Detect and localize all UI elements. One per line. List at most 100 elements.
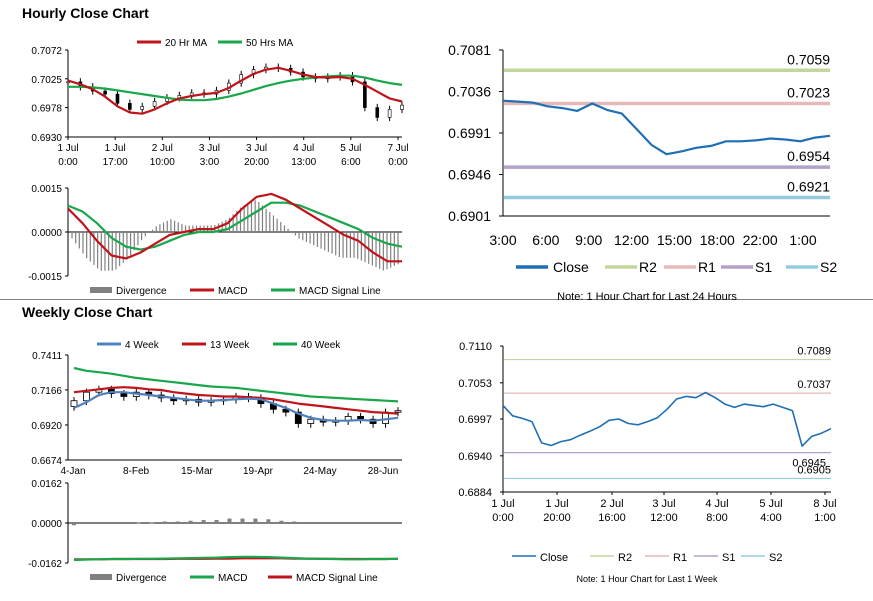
weekly-macd-y-tick: 0.0162 xyxy=(31,479,62,490)
close1w-x-tick-time: 16:00 xyxy=(598,512,626,524)
close24-y-tick: 0.6946 xyxy=(448,167,491,183)
close24-legend-s2-label: S2 xyxy=(820,259,837,275)
close24-x-tick: 18:00 xyxy=(700,232,735,248)
hourly-ma-x-tick-time: 13:00 xyxy=(291,157,316,168)
weekly-divergence-bar xyxy=(253,518,258,523)
legend-weekly-macd-label: MACD xyxy=(218,573,247,584)
weekly-ma-y-tick: 0.7166 xyxy=(31,386,62,397)
hourly-macd-y-tick: 0.0000 xyxy=(31,228,62,239)
weekly-divergence-bar xyxy=(136,522,141,524)
weekly-ma-x-tick: 4-Jan xyxy=(60,466,85,477)
weekly-ma-y-tick: 0.7411 xyxy=(32,351,62,362)
close1w-x-tick-time: 12:00 xyxy=(650,512,678,524)
close24-level-label-s2: 0.6921 xyxy=(787,179,830,195)
hourly-chart-title: Hourly Close Chart xyxy=(22,5,149,21)
weekly-divergence-bar xyxy=(123,523,128,524)
weekly-chart-title: Weekly Close Chart xyxy=(22,304,153,320)
weekly-divergence-bar xyxy=(227,518,232,523)
legend-40week-label: 40 Week xyxy=(301,340,341,351)
hourly-macd-y-tick: -0.0015 xyxy=(28,272,62,283)
close24-x-tick: 15:00 xyxy=(657,232,692,248)
close1w-x-tick-time: 1:00 xyxy=(814,512,835,524)
close1w-x-tick-time: 8:00 xyxy=(706,512,727,524)
hourly-ma-y-tick: 0.6930 xyxy=(31,133,62,144)
weekly-divergence-bar xyxy=(175,521,180,523)
close1w-level-label-r1: 0.7037 xyxy=(797,379,831,391)
close1w-y-tick: 0.6997 xyxy=(458,414,492,426)
close1w-x-tick-time: 4:00 xyxy=(760,512,781,524)
weekly-ma-x-tick: 8-Feb xyxy=(123,466,150,477)
close24-x-tick: 3:00 xyxy=(489,232,516,248)
weekly-ma-y-tick: 0.6674 xyxy=(31,456,62,467)
legend-weekly-macd-signal-label: MACD Signal Line xyxy=(296,573,378,584)
hourly-ma-x-tick-time: 10:00 xyxy=(150,157,175,168)
close24-y-tick: 0.7036 xyxy=(448,84,491,100)
close24-x-tick: 6:00 xyxy=(532,232,559,248)
weekly-macd-y-tick: 0.0000 xyxy=(31,519,62,530)
close1w-x-tick-date: 4 Jul xyxy=(705,498,728,510)
close24-close-line xyxy=(502,99,831,156)
hourly-macd-y-tick: 0.0015 xyxy=(31,184,62,195)
weekly-divergence-bar xyxy=(370,523,375,524)
weekly-ma-x-tick: 28-Jun xyxy=(368,466,399,477)
weekly-13wk-ma-line xyxy=(73,386,399,415)
close24-legend-r2-label: R2 xyxy=(639,259,657,275)
weekly-divergence-bar xyxy=(188,520,193,523)
close1w-level-label-s1: 0.6945 xyxy=(792,458,826,470)
weekly-candle-body xyxy=(294,411,302,424)
hourly-candle-body xyxy=(363,81,367,108)
hourly-ma-x-tick-date: 2 Jul xyxy=(152,143,173,154)
weekly-divergence-bar xyxy=(305,523,310,524)
hourly-20hr-ma-line xyxy=(67,66,403,115)
close1w-level-label-r2: 0.7089 xyxy=(797,346,831,358)
weekly-candle-body xyxy=(357,416,365,420)
close24-note: Note: 1 Hour Chart for Last 24 Hours xyxy=(557,291,737,303)
close1w-level-label-s2: 0.6905 xyxy=(797,464,831,476)
close24-y-tick: 0.7081 xyxy=(448,42,491,58)
weekly-divergence-bar xyxy=(357,523,362,524)
weekly-candle-body xyxy=(307,418,315,424)
hourly-ma-x-tick-time: 20:00 xyxy=(244,157,269,168)
close24-legend-close-label: Close xyxy=(553,259,589,275)
hourly-candle-body xyxy=(66,81,70,84)
weekly-divergence-bar xyxy=(201,520,206,523)
close1w-x-tick-date: 5 Jul xyxy=(759,498,782,510)
hourly-ma-x-tick-date: 4 Jul xyxy=(293,143,314,154)
weekly-divergence-bar xyxy=(279,520,284,523)
hourly-candle-body xyxy=(103,90,107,95)
hourly-ma-y-tick: 0.7072 xyxy=(31,46,62,57)
hourly-macd-line xyxy=(67,192,402,263)
weekly-divergence-bar xyxy=(383,523,388,524)
weekly-40wk-ma-line xyxy=(73,366,399,403)
close1w-legend-s2-label: S2 xyxy=(769,552,782,564)
hourly-ma-x-tick-time: 17:00 xyxy=(103,157,128,168)
weekly-divergence-bar xyxy=(396,523,400,524)
close24-legend-s1-label: S1 xyxy=(755,259,772,275)
weekly-candle-body xyxy=(70,400,78,407)
weekly-candle-body xyxy=(394,410,402,413)
weekly-divergence-bar xyxy=(266,519,271,523)
hourly-ma-y-tick: 0.7025 xyxy=(31,75,62,86)
weekly-divergence-bar xyxy=(344,523,349,524)
close24-x-tick: 9:00 xyxy=(575,232,602,248)
close1w-y-tick: 0.7053 xyxy=(458,378,492,390)
hourly-ma-x-tick-time: 0:00 xyxy=(58,157,78,168)
legend-13week-label: 13 Week xyxy=(210,340,250,351)
close1w-x-tick-date: 1 Jul xyxy=(491,498,514,510)
close24-x-tick: 12:00 xyxy=(614,232,649,248)
hourly-ma-x-tick-date: 1 Jul xyxy=(57,143,78,154)
legend-hourly-macd-signal-label: MACD Signal Line xyxy=(299,286,381,297)
close1w-legend-s1-label: S1 xyxy=(722,552,735,564)
weekly-divergence-bar xyxy=(149,522,154,524)
close1w-note: Note: 1 Hour Chart for Last 1 Week xyxy=(577,574,718,584)
hourly-ma-x-tick-time: 3:00 xyxy=(200,157,220,168)
close24-level-label-r1: 0.7023 xyxy=(787,84,830,100)
hourly-candle-body xyxy=(400,104,404,110)
legend-weekly-divergence-label: Divergence xyxy=(116,573,167,584)
weekly-divergence-bar xyxy=(331,523,336,524)
weekly-divergence-bar xyxy=(110,523,115,524)
hourly-candle-body xyxy=(140,106,145,110)
hourly-candle-body xyxy=(387,109,392,118)
close1w-x-tick-date: 2 Jul xyxy=(600,498,623,510)
